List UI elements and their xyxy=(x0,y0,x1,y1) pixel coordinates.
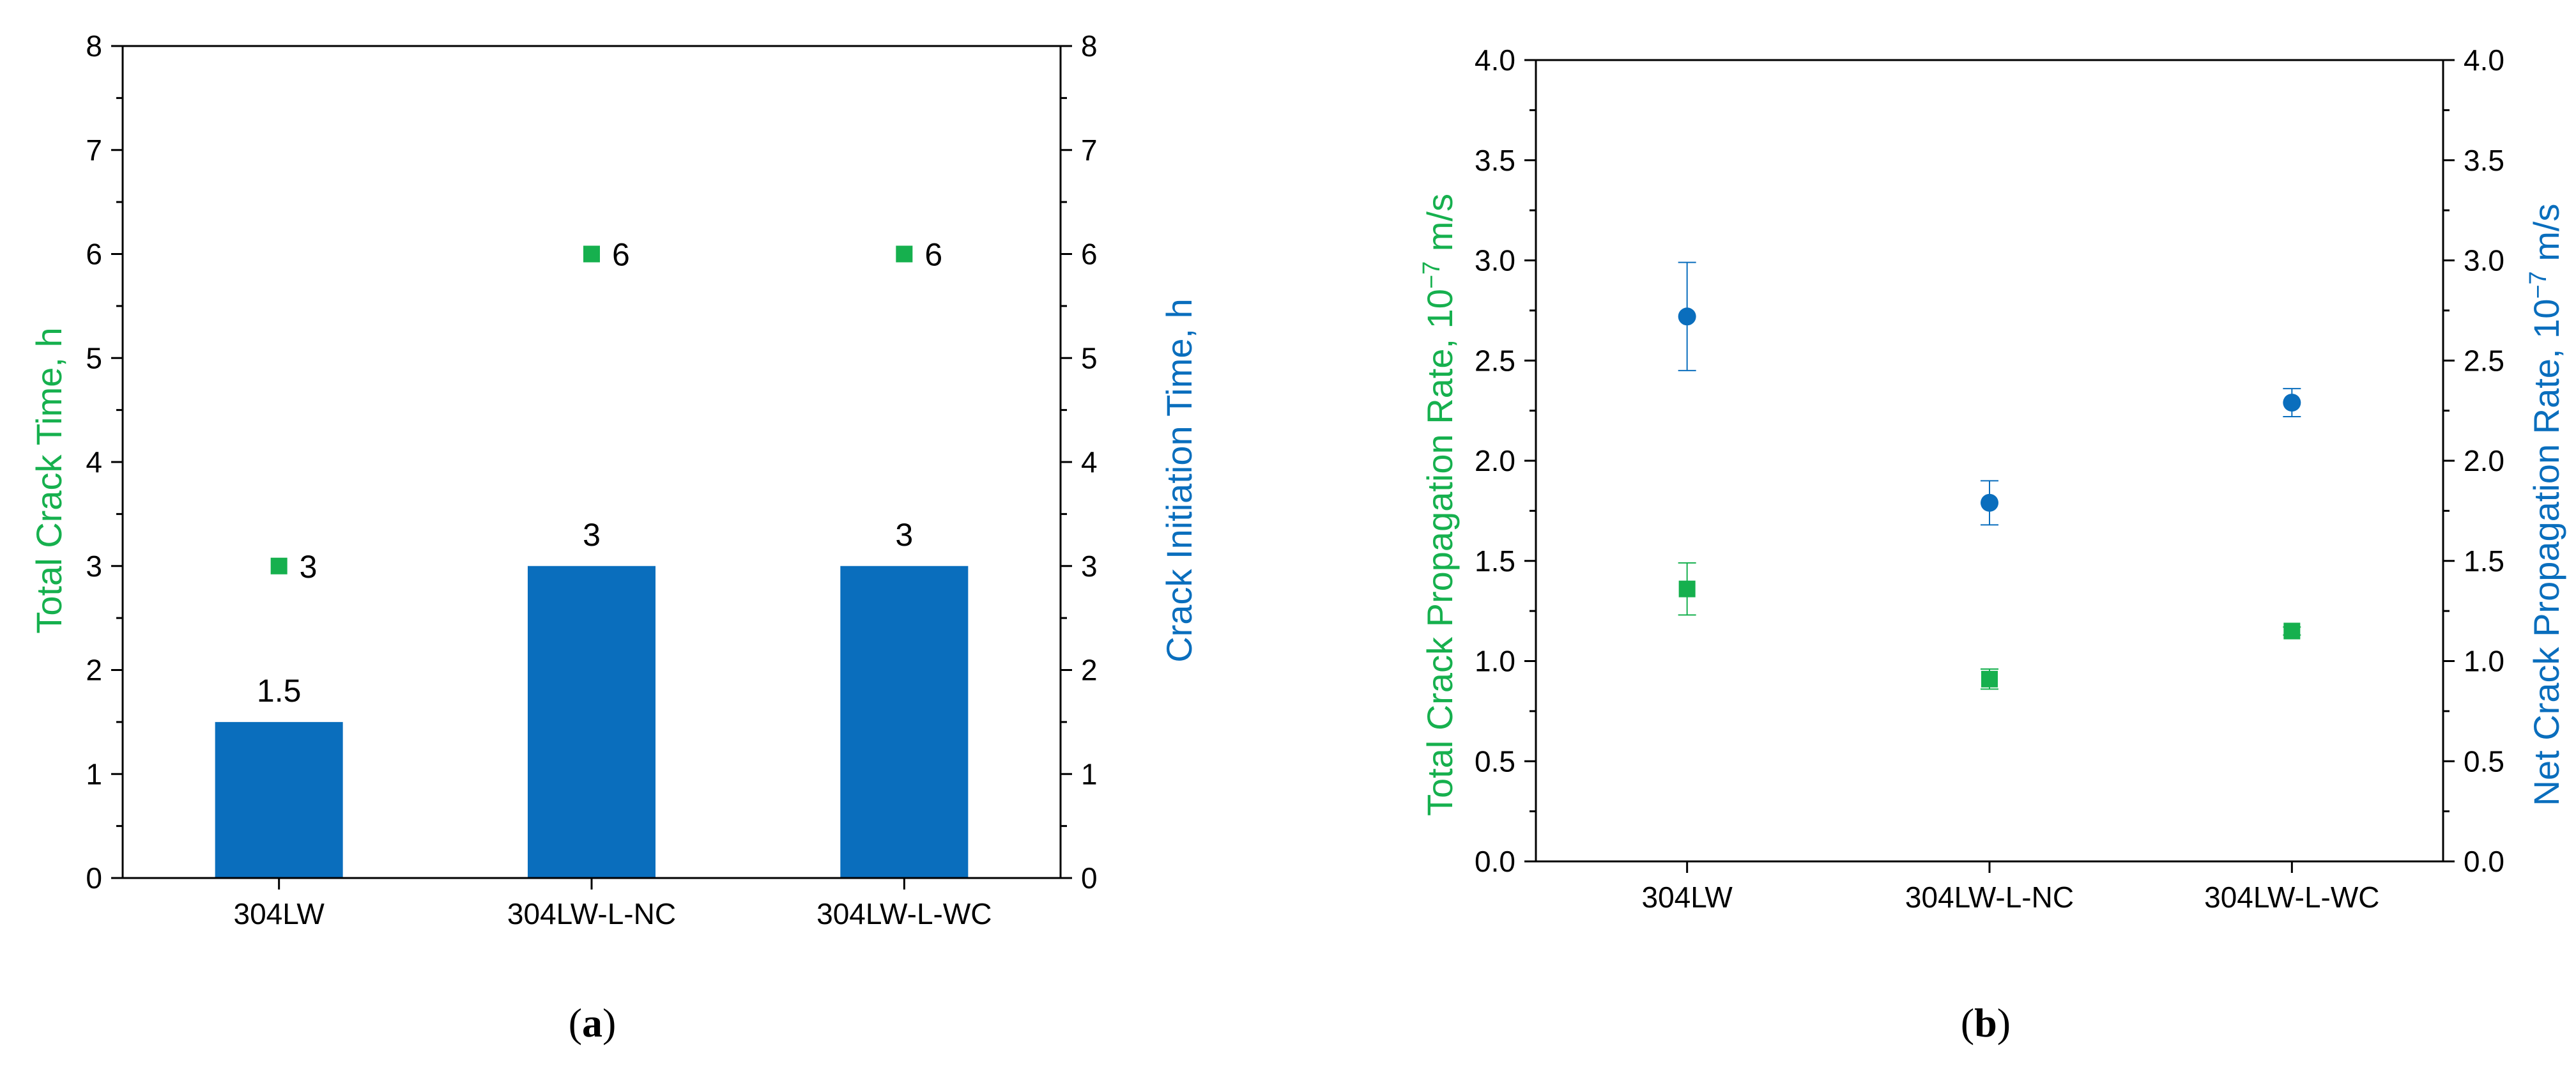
panel-b-right-tick-label: 2.0 xyxy=(2464,444,2504,477)
panel-a-left-tick-label: 0 xyxy=(86,861,102,895)
panel-b-chart: 0.0 0.0 0.5 0.5 1.0 1.0 1.5 1.5 2.0 2.0 2.5 2.5 3.0 3… xyxy=(1418,43,2566,1045)
panel-a-bar-label: 3 xyxy=(583,517,601,553)
panel-a-left-tick-label: 1 xyxy=(86,757,102,790)
panel-b-left-tick-label: 1.5 xyxy=(1475,544,1515,578)
panel-a-point xyxy=(896,245,913,263)
panel-a-right-tick-label: 2 xyxy=(1081,654,1098,687)
panel-a-ylabel: Total Crack Time, h xyxy=(29,327,69,633)
panel-b-right-tick-label: 4.0 xyxy=(2464,43,2504,77)
panel-a-left-tick-label: 3 xyxy=(86,550,102,583)
panel-b-point-net xyxy=(2283,394,2301,412)
panel-b-right-tick-label: 0.0 xyxy=(2464,845,2504,878)
panel-b-caption-letter: b xyxy=(1974,1000,1997,1045)
panel-a-bar-label: 3 xyxy=(895,517,913,553)
panel-b-ylabel-exponent: −7 xyxy=(1418,261,1445,289)
panel-b-right-tick-label: 1.5 xyxy=(2464,544,2504,578)
panel-b-y2label: Net Crack Propagation Rate, 10−7 m/s xyxy=(2525,204,2566,806)
panel-a-point-label: 6 xyxy=(612,237,630,273)
panel-b-ylabel-unit: m/s xyxy=(1420,194,1460,261)
panel-a-bar xyxy=(215,721,343,878)
panel-a-axes: 0 0 1 1 2 2 3 3 4 4 5 5 6 6 7 7 8 8 304LW 304LW-L-NC 304LW-L… xyxy=(86,29,1097,930)
panel-a-x-tick-label: 304LW xyxy=(233,897,325,930)
panel-b-right-tick-label: 3.5 xyxy=(2464,144,2504,177)
panel-b-point-total xyxy=(1981,670,1998,688)
panel-b-right-tick-label: 1.0 xyxy=(2464,645,2504,678)
panel-b-point-total xyxy=(1678,580,1696,597)
panel-a-right-tick-label: 6 xyxy=(1081,238,1098,271)
panel-b-left-tick-label: 1.0 xyxy=(1475,645,1515,678)
panel-b-x-tick-label: 304LW-L-WC xyxy=(2204,881,2379,914)
panel-b-y2label-text: Net Crack Propagation Rate, 10 xyxy=(2526,299,2566,806)
panel-b-left-tick-label: 4.0 xyxy=(1475,43,1515,77)
panel-a-chart: 1.5 3 3 3 6 6 0 0 1 1 2 2 3 3 4 4 5 5 6 6 7 7 8 8 304LW 304LW-L-… xyxy=(29,29,1199,1045)
panel-b-marks xyxy=(1678,261,2301,690)
panel-b-ylabel-text: Total Crack Propagation Rate, 10 xyxy=(1420,289,1460,816)
panel-b-caption: (b) xyxy=(1961,1000,2011,1045)
panel-a-right-tick-label: 8 xyxy=(1081,29,1098,63)
panel-a-left-tick-label: 7 xyxy=(86,134,102,167)
panel-b-right-tick-label: 3.0 xyxy=(2464,244,2504,277)
panel-a-left-tick-label: 2 xyxy=(86,654,102,687)
panel-a-bar xyxy=(528,566,656,878)
panel-b-left-tick-label: 0.0 xyxy=(1475,845,1515,878)
panel-a-bar xyxy=(840,566,969,878)
panel-a-right-tick-label: 0 xyxy=(1081,861,1098,895)
panel-b-ylabel: Total Crack Propagation Rate, 10−7 m/s xyxy=(1418,194,1460,816)
panel-a-marks: 1.5 3 3 3 6 6 xyxy=(215,237,969,878)
panel-b-left-tick-label: 3.0 xyxy=(1475,244,1515,277)
panel-a-right-tick-label: 7 xyxy=(1081,134,1098,167)
panel-a-point-label: 3 xyxy=(300,549,318,585)
panel-b-point-net xyxy=(1981,493,1998,512)
panel-a-x-tick-label: 304LW-L-WC xyxy=(816,897,992,930)
panel-a-right-tick-label: 1 xyxy=(1081,757,1098,790)
panel-b-x-tick-label: 304LW-L-NC xyxy=(1905,881,2074,914)
panel-b-plot-frame xyxy=(1535,59,2444,863)
panel-a-left-tick-label: 4 xyxy=(86,445,102,479)
panel-b-left-tick-label: 0.5 xyxy=(1475,744,1515,778)
panel-b-right-tick-label: 0.5 xyxy=(2464,744,2504,778)
panel-a-right-tick-label: 4 xyxy=(1081,445,1098,479)
panel-b-right-tick-label: 2.5 xyxy=(2464,344,2504,377)
panel-b-y2label-unit: m/s xyxy=(2526,204,2566,272)
panel-a-x-tick-label: 304LW-L-NC xyxy=(507,897,676,930)
panel-b-point-total xyxy=(2283,622,2301,640)
panel-b-left-tick-label: 2.0 xyxy=(1475,444,1515,477)
panel-a-caption-letter: a xyxy=(582,1000,602,1045)
panel-a-point xyxy=(270,557,288,574)
panel-a-left-tick-label: 6 xyxy=(86,238,102,271)
panel-a-y2label: Crack Initiation Time, h xyxy=(1159,298,1199,663)
panel-b-left-tick-label: 3.5 xyxy=(1475,144,1515,177)
panel-a-point-label: 6 xyxy=(924,237,942,273)
panel-a-left-tick-label: 8 xyxy=(86,29,102,63)
panel-b-y2label-exponent: −7 xyxy=(2525,271,2552,298)
panel-a-bar-label: 1.5 xyxy=(257,673,302,709)
panel-b-point-net xyxy=(1678,307,1696,326)
panel-b-x-tick-label: 304LW xyxy=(1641,881,1733,914)
panel-a-left-tick-label: 5 xyxy=(86,341,102,374)
panel-a-caption: (a) xyxy=(569,1000,617,1045)
panel-b-left-tick-label: 2.5 xyxy=(1475,344,1515,377)
panel-b-axes: 0.0 0.0 0.5 0.5 1.0 1.0 1.5 1.5 2.0 2.0 2.5 2.5 3.0 3… xyxy=(1475,43,2504,914)
panel-a-right-tick-label: 5 xyxy=(1081,341,1098,374)
panel-a-right-tick-label: 3 xyxy=(1081,550,1098,583)
panel-a-point xyxy=(583,245,600,263)
